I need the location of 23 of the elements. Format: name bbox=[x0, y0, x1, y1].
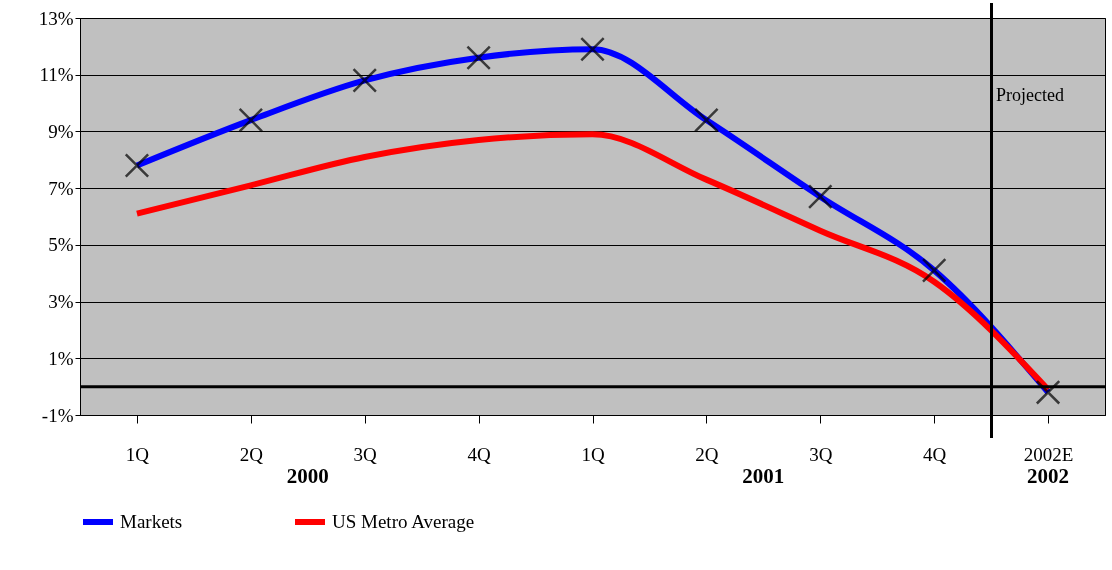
x-tick-label: 4Q bbox=[923, 443, 947, 465]
y-tick-label: 1% bbox=[48, 347, 74, 369]
y-tick-label: -1% bbox=[41, 404, 74, 426]
text: 2002 bbox=[1027, 464, 1070, 488]
y-tick-label: 7% bbox=[48, 177, 74, 199]
text: 2001 bbox=[742, 464, 785, 488]
x-tick-label: 1Q bbox=[581, 443, 605, 465]
x-tick-label: 3Q bbox=[809, 443, 833, 465]
y-tick-label: 13% bbox=[38, 7, 74, 29]
x-tick-label: 2Q bbox=[239, 443, 264, 465]
y-tick-label: 3% bbox=[48, 291, 74, 313]
y-tick-label: 5% bbox=[48, 234, 74, 256]
annotation: Projected bbox=[996, 85, 1065, 105]
legend-label: Markets bbox=[120, 511, 183, 532]
x-tick-label: 2Q bbox=[695, 443, 719, 465]
x-tick-label: 4Q bbox=[467, 443, 491, 465]
legend-label: US Metro Average bbox=[332, 511, 475, 532]
y-tick-label: 11% bbox=[39, 64, 74, 86]
x-tick-label: 2002E bbox=[1023, 443, 1074, 465]
text: 2000 bbox=[286, 464, 329, 488]
x-tick-label: 1Q bbox=[125, 443, 150, 465]
y-tick-label: 9% bbox=[48, 120, 74, 142]
x-tick-label: 3Q bbox=[353, 443, 378, 465]
